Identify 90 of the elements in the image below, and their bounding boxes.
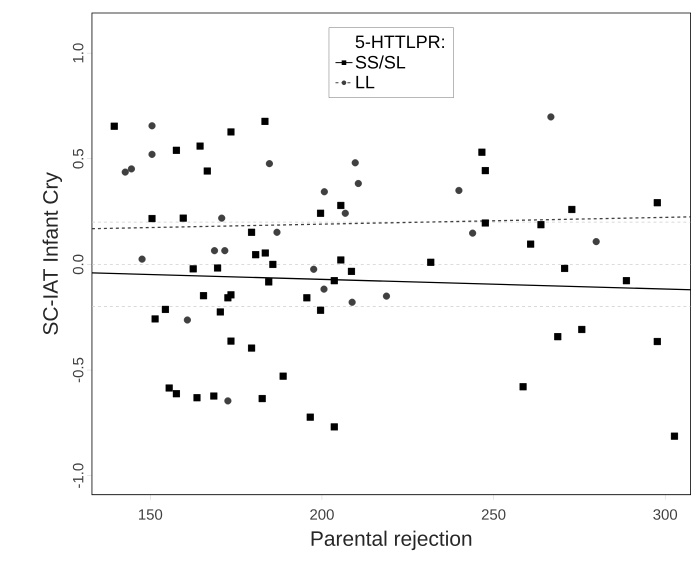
point (354, 180, 362, 188)
point (214, 264, 222, 272)
point (128, 166, 136, 173)
point (303, 294, 310, 302)
point (537, 221, 545, 228)
point (527, 240, 534, 248)
y-axis-title: SC-IAT Infant Cry (42, 172, 62, 335)
point (348, 298, 356, 306)
legend-title: 5-HTTLPR: (356, 36, 444, 48)
point (180, 214, 187, 222)
point (210, 392, 218, 400)
legend-label: LL (356, 76, 374, 88)
point (469, 230, 476, 237)
point (138, 256, 146, 263)
point (592, 238, 600, 246)
point (258, 395, 266, 402)
point (330, 277, 338, 284)
y-tick-label: 1.0 (72, 44, 84, 63)
point (310, 266, 318, 274)
point (227, 128, 235, 136)
y-tick-label: -1.0 (72, 464, 84, 488)
point (266, 160, 274, 168)
point (184, 316, 191, 324)
point (478, 148, 486, 156)
y-tick-label: -0.5 (72, 358, 84, 382)
point (280, 372, 287, 380)
point (172, 146, 180, 154)
point (427, 258, 434, 266)
point (654, 199, 661, 206)
point (227, 291, 235, 299)
y-tick-label: 0.5 (72, 149, 84, 169)
point (547, 114, 554, 121)
point (654, 338, 661, 346)
point (122, 168, 129, 176)
point (261, 118, 269, 126)
point (622, 277, 630, 284)
point (248, 228, 256, 236)
point (248, 344, 256, 352)
point (561, 265, 568, 272)
point (227, 338, 235, 345)
point (190, 265, 197, 273)
point (306, 414, 314, 421)
point (316, 210, 324, 218)
point (670, 432, 678, 440)
y-tick-label: 0.0 (72, 254, 84, 274)
point (252, 251, 260, 258)
point (196, 142, 204, 150)
point (482, 220, 489, 227)
point (193, 394, 201, 402)
point (352, 159, 359, 167)
point (172, 390, 180, 398)
point (204, 168, 211, 175)
point (273, 228, 281, 236)
point (162, 306, 169, 314)
point (152, 316, 159, 323)
x-tick-label: 150 (138, 509, 162, 520)
point (578, 326, 586, 334)
point (265, 278, 272, 286)
point (221, 247, 228, 254)
point (455, 187, 462, 194)
point (262, 250, 269, 257)
point (148, 150, 156, 158)
point (166, 384, 173, 392)
point (348, 268, 356, 276)
x-tick-label: 200 (310, 509, 334, 520)
x-tick-label: 300 (653, 509, 678, 520)
point (316, 306, 324, 314)
point (216, 308, 224, 316)
point (148, 215, 156, 222)
point (224, 397, 232, 405)
point (218, 214, 226, 222)
point (200, 292, 208, 300)
legend-label: SS/SL (356, 56, 406, 69)
point (320, 188, 328, 196)
point (342, 210, 349, 218)
point (110, 122, 118, 130)
point (320, 286, 328, 293)
point (330, 423, 338, 431)
point (568, 206, 576, 214)
point (148, 122, 156, 130)
x-axis-title: Parental rejection (312, 530, 472, 550)
point (269, 260, 276, 268)
point (482, 167, 489, 174)
x-tick-label: 250 (482, 509, 506, 520)
point (382, 292, 390, 300)
point (554, 333, 562, 340)
point (520, 383, 527, 390)
point (210, 247, 218, 254)
point (337, 256, 344, 264)
point (337, 202, 344, 210)
